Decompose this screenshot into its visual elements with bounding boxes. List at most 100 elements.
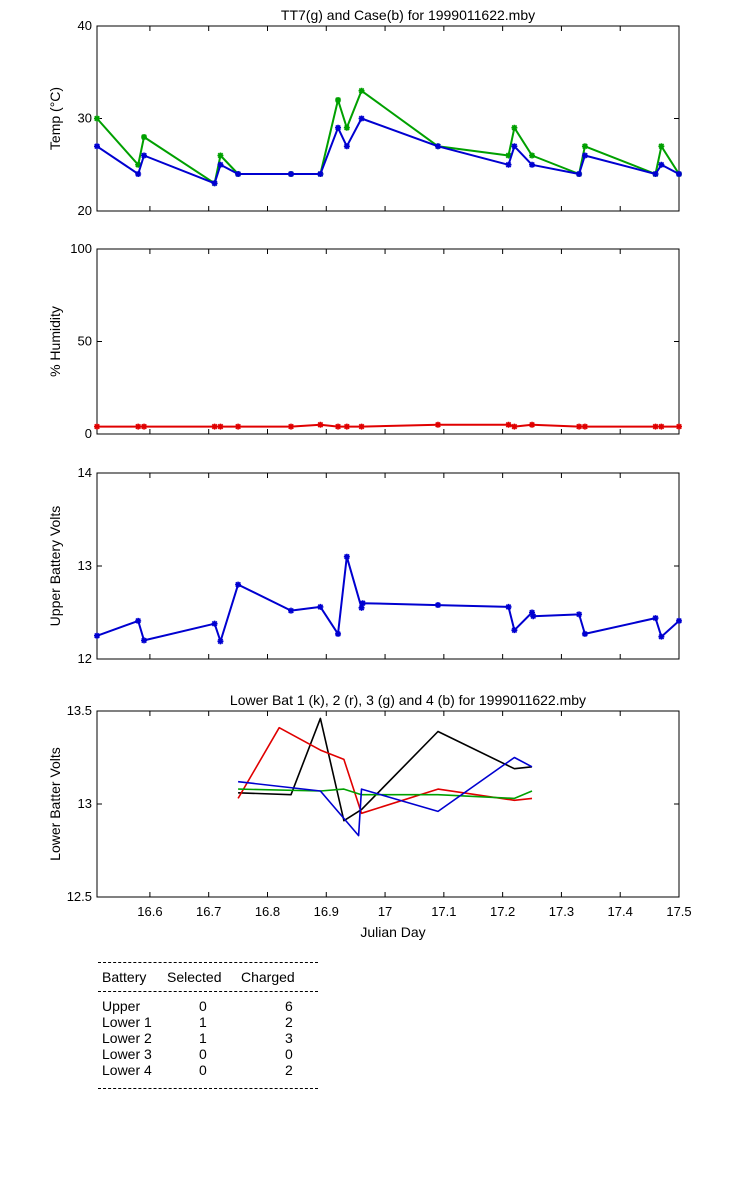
data-point-marker: [529, 152, 536, 159]
data-point-marker: [505, 152, 512, 159]
data-point-marker: [581, 423, 588, 430]
x-tick-label: 16.8: [255, 904, 280, 919]
x-tick-label: 16.9: [314, 904, 339, 919]
data-point-marker: [211, 180, 218, 187]
data-point-marker: [676, 617, 682, 624]
data-point-marker: [358, 423, 365, 430]
table-row: Lower 3 0 0: [98, 1046, 318, 1062]
table-row: Lower 4 0 2: [98, 1062, 318, 1078]
data-point-marker: [529, 161, 536, 168]
series-line-2: [237, 726, 533, 815]
data-point-marker: [217, 638, 224, 645]
data-point-marker: [505, 161, 512, 168]
row-selected-count: 0: [199, 1062, 207, 1078]
data-point-marker: [288, 423, 294, 430]
data-point-marker: [343, 124, 350, 131]
data-point-marker: [358, 604, 365, 611]
data-point-marker: [135, 617, 142, 624]
data-point-marker: [434, 602, 441, 609]
row-charged-count: 2: [285, 1014, 293, 1030]
data-point-marker: [658, 633, 665, 640]
data-point-marker: [652, 171, 659, 177]
row-battery-name: Lower 1: [102, 1014, 152, 1030]
y-tick-label: 13: [78, 796, 92, 811]
battery-table: Battery Selected Charged Upper 0 6 Lower…: [98, 962, 318, 1089]
y-tick-label: 12: [78, 651, 92, 666]
data-point-marker: [317, 603, 324, 610]
series-line-1: [238, 717, 533, 822]
data-point-marker: [217, 161, 224, 168]
plot-frame: [96, 710, 680, 898]
row-charged-count: 6: [285, 998, 293, 1014]
y-axis-label: Temp (°C): [47, 87, 63, 150]
row-charged-count: 2: [285, 1062, 293, 1078]
data-point-marker: [652, 423, 659, 430]
x-tick-label: 17: [378, 904, 392, 919]
y-tick-label: 100: [70, 241, 92, 256]
data-point-marker: [317, 421, 324, 428]
data-point-marker: [658, 423, 665, 430]
data-point-marker: [335, 124, 342, 131]
plot-frame: [96, 25, 680, 212]
chart-panel-2: 0 50 100 % Humidity: [47, 241, 682, 441]
data-point-marker: [141, 152, 148, 159]
row-charged-count: 0: [285, 1046, 293, 1062]
table-rule-header: [98, 991, 318, 992]
series-line-4: [238, 756, 533, 837]
data-point-marker: [288, 171, 294, 177]
data-point-marker: [135, 161, 142, 168]
x-tick-label: 17.5: [666, 904, 691, 919]
row-selected-count: 0: [199, 998, 207, 1014]
data-point-marker: [141, 423, 148, 430]
row-selected-count: 1: [199, 1014, 207, 1030]
data-point-marker: [511, 423, 518, 430]
series-line-2: [96, 117, 680, 185]
y-tick-label: 13: [78, 558, 92, 573]
data-point-marker: [505, 421, 512, 428]
row-selected-count: 1: [199, 1030, 207, 1046]
y-axis-label: Upper Battery Volts: [47, 506, 63, 627]
data-point-marker: [511, 627, 518, 634]
y-axis-label: % Humidity: [47, 306, 63, 377]
data-point-marker: [359, 600, 366, 607]
header-charged: Charged: [241, 969, 295, 985]
data-point-marker: [676, 171, 682, 177]
data-point-marker: [211, 620, 218, 627]
data-point-marker: [141, 134, 148, 140]
data-point-marker: [652, 615, 659, 622]
x-tick-label: 17.3: [549, 904, 574, 919]
data-point-marker: [658, 161, 665, 168]
chart-panel-3: 12 13 14 Upper Battery Volts: [47, 465, 682, 666]
x-tick-label: 17.1: [431, 904, 456, 919]
data-point-marker: [235, 171, 242, 177]
y-axis-label: Lower Batter Volts: [47, 747, 63, 861]
chart-panel-1: 20 30 40 TT7(g) and Case(b) for 1999011622.…: [47, 7, 682, 218]
table-row: Lower 2 1 3: [98, 1030, 318, 1046]
chart-panel-4: 16.6 16.7 16.8 16.9 17 17.1 17.2 17.3 17.4 17.5 12…: [47, 692, 692, 940]
data-point-marker: [94, 632, 100, 639]
data-point-marker: [135, 423, 142, 430]
chart-title: Lower Bat 1 (k), 2 (r), 3 (g) and 4 (b) …: [230, 692, 586, 708]
data-point-marker: [530, 613, 537, 620]
data-point-marker: [141, 637, 148, 644]
x-tick-label: 16.6: [137, 904, 162, 919]
data-point-marker: [135, 171, 142, 177]
data-point-marker: [576, 171, 583, 177]
chart-title: TT7(g) and Case(b) for 1999011622.mby: [281, 7, 535, 23]
series-line-1: [97, 423, 679, 428]
data-point-marker: [511, 124, 518, 131]
y-tick-label: 13.5: [67, 703, 92, 718]
series-line-1: [96, 555, 680, 643]
header-selected: Selected: [167, 969, 222, 985]
data-point-marker: [581, 630, 588, 637]
row-selected-count: 0: [199, 1046, 207, 1062]
y-tick-label: 50: [78, 334, 92, 349]
data-point-marker: [581, 152, 588, 159]
data-point-marker: [94, 143, 100, 150]
data-point-marker: [217, 423, 224, 430]
data-point-marker: [217, 152, 224, 159]
data-point-marker: [511, 143, 518, 150]
y-tick-label: 40: [78, 18, 92, 33]
x-tick-label: 16.7: [196, 904, 221, 919]
row-battery-name: Lower 4: [102, 1062, 152, 1078]
